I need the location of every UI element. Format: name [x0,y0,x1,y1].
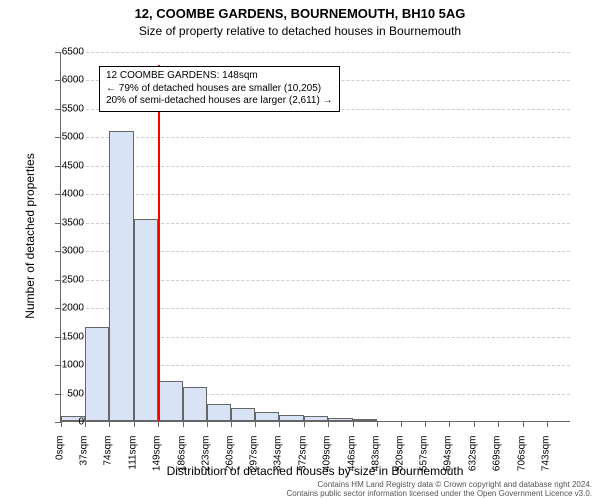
x-tick [449,421,450,427]
y-tick-label: 0 [78,417,84,428]
x-tick [523,421,524,427]
x-tick [134,421,135,427]
x-tick [353,421,354,427]
info-box-line: 12 COOMBE GARDENS: 148sqm [106,70,333,83]
x-tick [61,421,62,427]
x-tick [183,421,184,427]
x-tick [547,421,548,427]
x-tick [85,421,86,427]
x-tick-label: 706sqm [516,436,527,476]
grid-line [61,137,570,138]
x-tick-label: 669sqm [492,436,503,476]
info-box-line: 20% of semi-detached houses are larger (… [106,95,333,108]
y-tick [55,365,61,366]
x-tick [328,421,329,427]
y-tick-label: 1500 [62,331,84,342]
y-tick [55,137,61,138]
y-tick-label: 3500 [62,217,84,228]
x-tick-label: 37sqm [79,436,90,476]
x-tick-label: 0sqm [55,436,66,476]
y-tick [55,394,61,395]
x-tick [279,421,280,427]
y-tick [55,194,61,195]
x-tick-label: 743sqm [540,436,551,476]
histogram-bar [85,327,109,421]
footer-line-1: Contains HM Land Registry data © Crown c… [0,480,592,489]
chart-title: 12, COOMBE GARDENS, BOURNEMOUTH, BH10 5A… [0,6,600,21]
property-info-box: 12 COOMBE GARDENS: 148sqm← 79% of detach… [99,66,340,112]
histogram-bar [328,418,352,421]
chart-container: 12, COOMBE GARDENS, BOURNEMOUTH, BH10 5A… [0,0,600,500]
plot-area: 12 COOMBE GARDENS: 148sqm← 79% of detach… [60,52,570,422]
footer-line-2: Contains public sector information licen… [0,489,592,498]
grid-line [61,52,570,53]
y-tick [55,80,61,81]
y-tick-label: 4000 [62,189,84,200]
y-tick-label: 6000 [62,75,84,86]
y-tick [55,251,61,252]
y-tick-label: 4500 [62,160,84,171]
y-tick-label: 1000 [62,360,84,371]
histogram-bar [207,404,231,421]
x-tick [158,421,159,427]
histogram-bar [279,415,304,421]
x-tick [231,421,232,427]
histogram-bar [255,412,279,421]
histogram-bar [109,131,133,421]
x-tick [304,421,305,427]
x-tick-label: 74sqm [103,436,114,476]
histogram-bar [231,408,255,421]
grid-line [61,194,570,195]
y-tick [55,223,61,224]
x-tick-label: 372sqm [298,436,309,476]
x-tick-label: 594sqm [443,436,454,476]
x-tick-label: 149sqm [152,436,163,476]
x-tick-label: 223sqm [200,436,211,476]
x-tick [425,421,426,427]
histogram-bar [183,387,207,421]
y-tick-label: 5000 [62,132,84,143]
property-marker-line [158,65,160,421]
x-tick [255,421,256,427]
chart-subtitle: Size of property relative to detached ho… [0,24,600,38]
x-tick [401,421,402,427]
histogram-bar [134,219,159,421]
y-tick [55,308,61,309]
x-tick-label: 297sqm [249,436,260,476]
x-tick-label: 446sqm [346,436,357,476]
y-tick [55,166,61,167]
y-tick-label: 500 [67,388,84,399]
x-tick-label: 186sqm [176,436,187,476]
y-tick [55,109,61,110]
x-tick [207,421,208,427]
histogram-bar [304,416,328,421]
y-tick-label: 3000 [62,246,84,257]
y-axis-label: Number of detached properties [23,131,37,341]
y-tick [55,337,61,338]
y-tick-label: 6500 [62,47,84,58]
info-box-line: ← 79% of detached houses are smaller (10… [106,83,333,96]
x-tick-label: 334sqm [273,436,284,476]
histogram-bar [158,381,182,421]
x-tick [498,421,499,427]
x-tick [377,421,378,427]
x-tick-label: 409sqm [322,436,333,476]
y-tick [55,280,61,281]
x-tick-label: 632sqm [468,436,479,476]
x-tick-label: 557sqm [419,436,430,476]
x-tick-label: 111sqm [127,436,138,476]
y-tick-label: 2500 [62,274,84,285]
x-tick [109,421,110,427]
grid-line [61,166,570,167]
histogram-bar [353,419,377,421]
x-tick-label: 520sqm [395,436,406,476]
y-tick [55,52,61,53]
y-tick-label: 2000 [62,303,84,314]
footer-attribution: Contains HM Land Registry data © Crown c… [0,480,600,498]
x-tick-label: 260sqm [225,436,236,476]
x-tick [474,421,475,427]
y-tick-label: 5500 [62,103,84,114]
x-tick-label: 483sqm [370,436,381,476]
